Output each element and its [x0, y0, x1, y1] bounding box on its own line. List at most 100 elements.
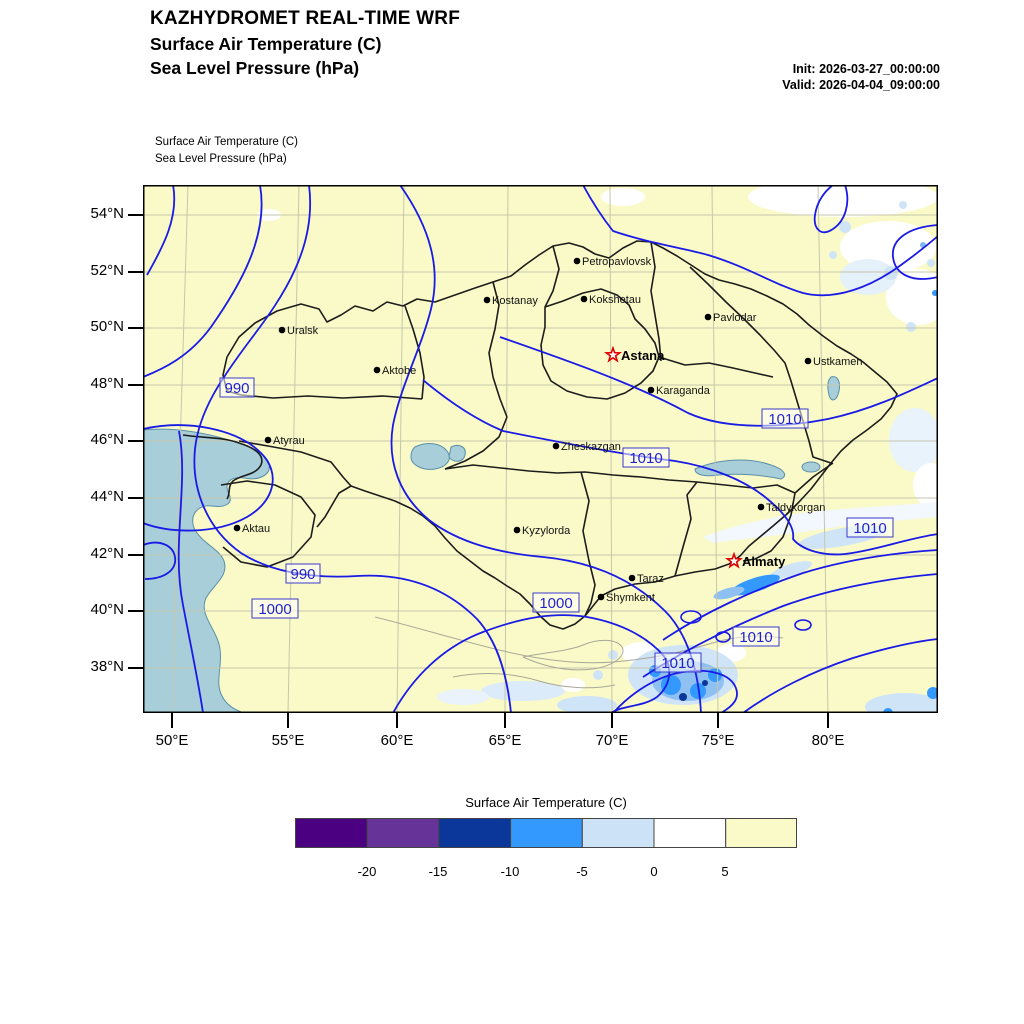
lon-tick: [396, 713, 398, 728]
lat-tick: [128, 554, 143, 556]
svg-text:Taraz: Taraz: [637, 573, 664, 585]
svg-text:Atyrau: Atyrau: [273, 435, 305, 447]
pressure-label: 990: [219, 377, 255, 398]
colorbar-tick-label: -20: [357, 864, 377, 879]
map-subtitle-temperature: Surface Air Temperature (C): [155, 136, 298, 148]
lat-tick: [128, 440, 143, 442]
colorbar-tick-label: 5: [721, 864, 729, 879]
lon-label: 60°E: [380, 732, 414, 749]
svg-text:Uralsk: Uralsk: [287, 325, 319, 337]
svg-text:Karaganda: Karaganda: [656, 385, 711, 397]
city: Shymkent: [597, 592, 655, 604]
city: Taraz: [628, 573, 664, 585]
colorbar-cell: [581, 818, 655, 848]
svg-text:990: 990: [224, 380, 249, 397]
lon-label: 50°E: [155, 732, 189, 749]
capital-star-icon: [725, 551, 743, 569]
lat-tick: [128, 610, 143, 612]
map-subtitle-pressure: Sea Level Pressure (hPa): [155, 153, 287, 165]
colorbar-title: Surface Air Temperature (C): [465, 795, 627, 810]
lat-label: 38°N: [90, 658, 124, 675]
lon-tick: [717, 713, 719, 728]
svg-text:Kokshetau: Kokshetau: [589, 294, 641, 306]
city: Pavlodar: [704, 312, 757, 324]
svg-text:Kyzylorda: Kyzylorda: [522, 525, 571, 537]
svg-text:1010: 1010: [739, 629, 772, 646]
pressure-labels: 990 1010 1010 1010 990 1000 1000 1010 10…: [219, 377, 894, 673]
lon-label: 75°E: [701, 732, 735, 749]
lake-alakol: [801, 461, 821, 473]
page-subtitle-temperature: Surface Air Temperature (C): [150, 34, 382, 54]
svg-text:1010: 1010: [629, 450, 662, 467]
svg-text:Petropavlovsk: Petropavlovsk: [582, 256, 652, 268]
colorbar-tick-label: -10: [500, 864, 520, 879]
capital-star-icon: [604, 345, 622, 363]
lon-label: 55°E: [271, 732, 305, 749]
lon-tick: [611, 713, 613, 728]
lat-label: 46°N: [90, 431, 124, 448]
city: Zheskazgan: [552, 441, 621, 453]
colorbar-tick-label: 0: [650, 864, 658, 879]
page-subtitle-pressure: Sea Level Pressure (hPa): [150, 58, 360, 78]
temperature-patches: [257, 185, 938, 713]
city: Aktobe: [373, 365, 416, 377]
svg-text:1010: 1010: [768, 411, 801, 428]
city: Karaganda: [647, 385, 711, 397]
colorbar-cell: [366, 818, 440, 848]
lat-label: 40°N: [90, 601, 124, 618]
foreign-borders: [374, 616, 784, 689]
svg-text:1000: 1000: [258, 601, 291, 618]
city-capital: Astana: [604, 345, 665, 363]
oblast-borders: [182, 240, 898, 630]
svg-text:Taldykorgan: Taldykorgan: [766, 502, 825, 514]
weather-map: 990 1010 1010 1010 990 1000 1000 1010 10…: [143, 185, 938, 713]
aral-sea: [410, 443, 450, 470]
lat-label: 50°N: [90, 318, 124, 335]
lat-tick: [128, 214, 143, 216]
lat-tick: [128, 667, 143, 669]
svg-text:1010: 1010: [661, 655, 694, 672]
map-frame: [143, 185, 938, 713]
city: Uralsk: [278, 325, 319, 337]
city: Kokshetau: [580, 294, 641, 306]
pressure-label: 1010: [761, 408, 809, 429]
pressure-contours: [143, 185, 938, 713]
lat-label: 48°N: [90, 375, 124, 392]
lake-balkhash: [694, 459, 786, 480]
colorbar-cell: [438, 818, 512, 848]
pressure-label: 1000: [251, 598, 299, 619]
city: Atyrau: [264, 435, 305, 447]
city: Petropavlovsk: [573, 256, 652, 268]
lat-label: 44°N: [90, 488, 124, 505]
city: Ustkamen: [804, 356, 863, 368]
lat-label: 42°N: [90, 545, 124, 562]
aral-sea-east: [448, 444, 466, 462]
colorbar-tick-label: -5: [576, 864, 588, 879]
lon-tick: [827, 713, 829, 728]
pressure-label: 1010: [654, 652, 702, 673]
svg-text:Shymkent: Shymkent: [606, 592, 655, 604]
pressure-label: 1010: [846, 517, 894, 538]
svg-text:Ustkamen: Ustkamen: [813, 356, 863, 368]
colorbar-cell: [653, 818, 727, 848]
svg-text:990: 990: [290, 566, 315, 583]
city: Kyzylorda: [513, 525, 571, 537]
lon-tick: [287, 713, 289, 728]
svg-text:Aktau: Aktau: [242, 523, 270, 535]
city-markers: Petropavlovsk Kostanay Kokshetau Pavloda…: [233, 256, 863, 604]
svg-text:1000: 1000: [539, 595, 572, 612]
lon-tick: [171, 713, 173, 728]
lat-label: 52°N: [90, 262, 124, 279]
valid-timestamp: Valid: 2026-04-04_09:00:00: [782, 78, 940, 92]
city: Taldykorgan: [757, 502, 825, 514]
svg-text:Aktobe: Aktobe: [382, 365, 416, 377]
pressure-label: 1010: [622, 447, 670, 468]
page-title: KAZHYDROMET REAL-TIME WRF: [150, 8, 461, 29]
svg-text:Astana: Astana: [621, 348, 665, 363]
lat-tick: [128, 384, 143, 386]
lat-label: 54°N: [90, 205, 124, 222]
lake-zaysan: [827, 376, 840, 401]
colorbar-cell: [725, 818, 797, 848]
colorbar-tick-label: -15: [428, 864, 448, 879]
lat-tick: [128, 271, 143, 273]
